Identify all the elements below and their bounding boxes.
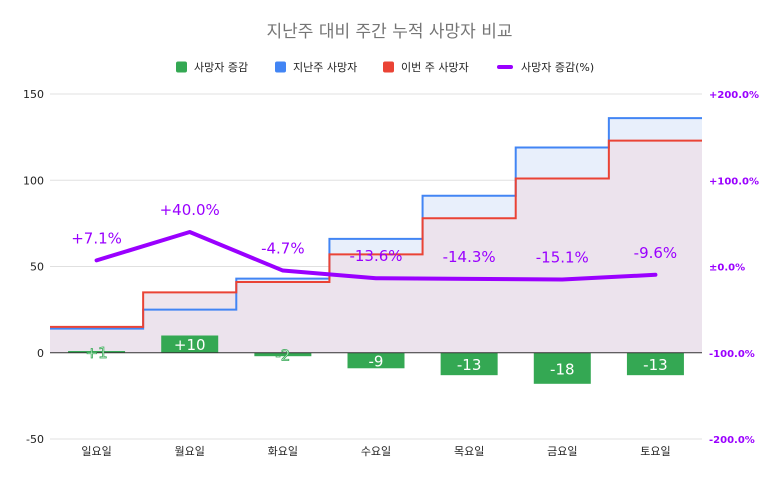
bar-data-label: -18 [550, 360, 575, 378]
pct-data-label: -9.6% [634, 244, 678, 262]
bar-diff [254, 352, 312, 357]
line-series [94, 230, 658, 282]
legend-label-pct: 사망자 증감(%) [521, 61, 594, 74]
pct-data-label: -15.1% [536, 249, 589, 267]
pct-data-label: -14.3% [443, 248, 496, 266]
legend-swatch-this_week [383, 61, 394, 73]
bar-diff [68, 351, 126, 353]
pct-data-label: -4.7% [261, 240, 305, 258]
y-right-tick-label: -200.0% [709, 435, 755, 446]
line-pct [94, 230, 658, 282]
data-labels: +7.1% +40.0% -4.7% -13.6% -14.3% -15.1% -9.6% +… [71, 201, 677, 378]
y-left-tick-label: 50 [30, 261, 44, 274]
pct-data-label: -13.6% [349, 247, 402, 265]
x-tick-label: 월요일 [175, 444, 205, 458]
bar-diff [533, 352, 591, 384]
step-line-last-week [50, 117, 702, 330]
bar-data-label: -2 [275, 346, 290, 364]
y-right-tick-label: ±0.0% [709, 263, 745, 274]
bar-data-label: +10 [174, 336, 206, 354]
legend-label-last_week: 지난주 사망자 [293, 61, 357, 74]
bar-diff [161, 335, 219, 353]
legend-label-diff: 사망자 증감 [194, 61, 248, 74]
y-left-tick-label: 0 [37, 347, 44, 360]
bar-diff [347, 352, 405, 369]
pct-data-label: +7.1% [71, 229, 122, 247]
bar-data-label: -9 [369, 353, 384, 371]
legend-label-this_week: 이번 주 사망자 [401, 61, 469, 74]
bar-diff [626, 352, 684, 376]
x-tick-label: 일요일 [81, 444, 111, 458]
y-left-tick-label: 100 [23, 174, 44, 187]
chart-title: 지난주 대비 주간 누적 사망자 비교 [267, 22, 513, 42]
y-right-tick-label: +200.0% [709, 90, 759, 101]
legend-swatch-pct [497, 65, 513, 69]
legend-swatch-diff [176, 61, 187, 73]
bar-series [68, 335, 684, 384]
y-right-tick-label: -100.0% [709, 349, 755, 360]
x-tick-label: 토요일 [640, 444, 670, 458]
bar-data-label: -13 [643, 356, 668, 374]
x-tick-label: 금요일 [547, 444, 577, 458]
bar-diff [440, 352, 498, 376]
y-left-tick-label: -50 [26, 433, 44, 446]
x-tick-label: 수요일 [361, 444, 391, 458]
axes: 150 100 50 0 -50 +200.0% +100.0% ±0.0% -100.0% -2… [23, 88, 759, 458]
legend-swatch-last_week [275, 61, 286, 73]
bar-data-label: +1 [86, 344, 108, 362]
x-tick-label: 목요일 [454, 444, 484, 458]
y-right-tick-label: +100.0% [709, 176, 759, 187]
bar-data-label: -13 [457, 356, 482, 374]
area-series [50, 117, 702, 353]
area-fill-this-week [50, 140, 702, 353]
step-line-this-week [50, 139, 702, 328]
pct-data-label: +40.0% [160, 201, 220, 219]
x-tick-label: 화요일 [268, 444, 298, 458]
y-left-tick-label: 150 [23, 88, 44, 101]
legend: 사망자 증감 지난주 사망자 이번 주 사망자 사망자 증감(%) [176, 61, 594, 74]
